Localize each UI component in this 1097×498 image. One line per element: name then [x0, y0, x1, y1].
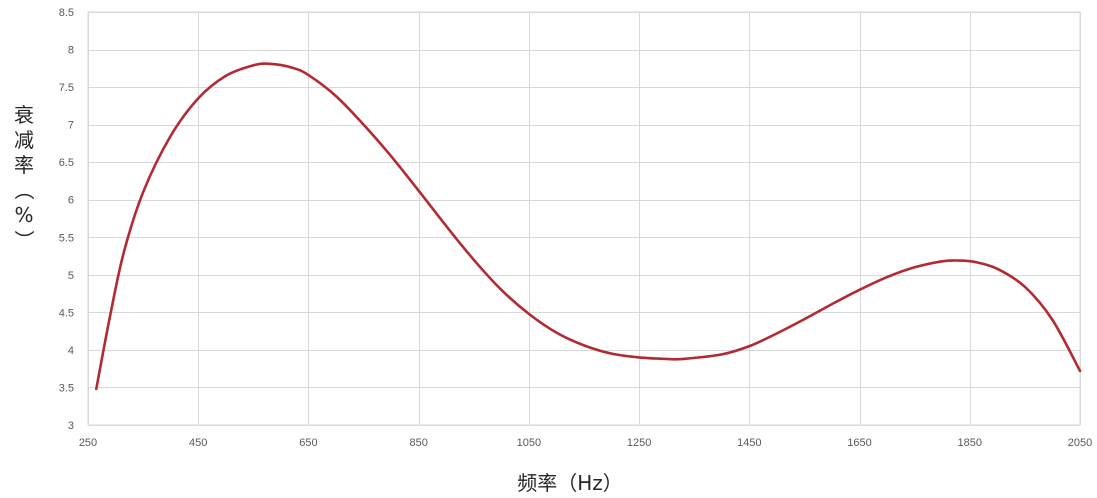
y-tick-label: 7 [68, 120, 74, 132]
y-tick-label: 6.5 [59, 157, 74, 169]
y-axis-title-char: 减 [14, 128, 34, 152]
x-tick-label: 2050 [1068, 437, 1092, 449]
x-axis-title: 频率（Hz） [517, 471, 623, 495]
y-tick-label: 3 [68, 420, 74, 432]
series-line [94, 62, 1082, 391]
x-tick-label: 850 [409, 437, 427, 449]
x-tick-label: 1050 [517, 437, 541, 449]
x-tick-label: 1450 [737, 437, 761, 449]
x-tick-label: 1250 [627, 437, 651, 449]
x-tick-labels: 250 450 650 850 1050 1250 1450 1650 1850 2050 [79, 437, 1092, 449]
y-tick-label: 4.5 [59, 307, 74, 319]
x-tick-label: 650 [299, 437, 317, 449]
vertical-gridlines [88, 12, 1081, 425]
x-tick-label: 1650 [847, 437, 871, 449]
y-axis-title-char: 率 [14, 153, 34, 177]
y-tick-label: 8.5 [59, 7, 74, 19]
y-tick-labels: 3 3.5 4 4.5 5 5.5 6 6.5 7 7.5 8 8.5 [59, 7, 74, 432]
x-tick-label: 1850 [958, 437, 982, 449]
horizontal-gridlines [88, 12, 1080, 426]
y-axis-title-char: 衰 [14, 103, 34, 127]
y-axis-title-char: ） [12, 230, 36, 250]
y-axis-title-char: （ [12, 180, 36, 200]
y-tick-label: 5.5 [59, 232, 74, 244]
plot-frame [87, 11, 1081, 426]
y-axis-title-char: % [14, 203, 33, 227]
y-tick-label: 7.5 [59, 82, 74, 94]
y-axis-title: 衰减率 （% ） [12, 103, 36, 250]
y-tick-label: 3.5 [59, 382, 74, 394]
y-tick-label: 5 [68, 270, 74, 282]
y-tick-label: 8 [68, 45, 74, 57]
y-tick-label: 6 [68, 195, 74, 207]
y-tick-label: 4 [68, 345, 74, 357]
x-tick-label: 250 [79, 437, 97, 449]
x-tick-label: 450 [189, 437, 207, 449]
